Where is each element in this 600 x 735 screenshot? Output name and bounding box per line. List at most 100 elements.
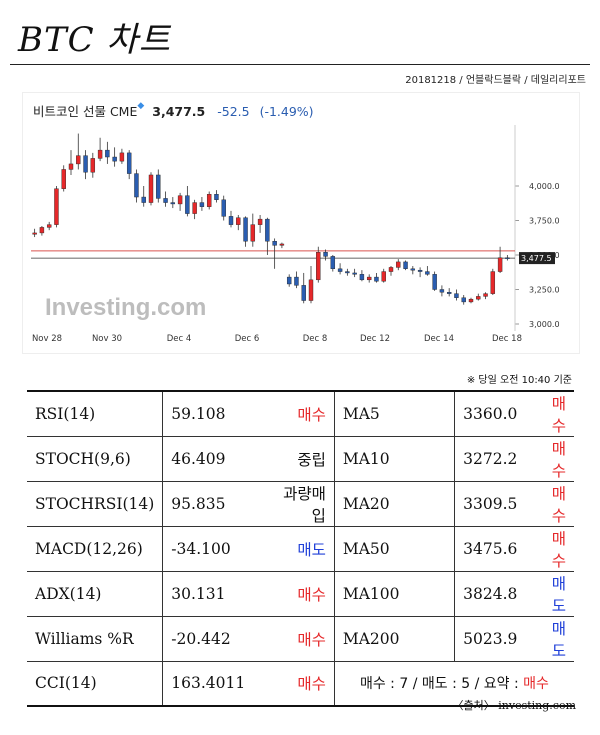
price-change-pct: (-1.49%) bbox=[259, 104, 314, 119]
ma-signal: 매수 bbox=[543, 390, 574, 437]
candle-body bbox=[163, 198, 168, 203]
candle-body bbox=[417, 269, 423, 272]
ma-signal: 매도 bbox=[543, 616, 574, 662]
indicator-value: 95.835 bbox=[162, 481, 264, 527]
indicator-name: STOCHRSI(14) bbox=[27, 481, 164, 527]
candle-body bbox=[432, 274, 437, 290]
indicator-signal: 중립 bbox=[263, 436, 335, 482]
y-tick-label: 3,750.0 bbox=[529, 217, 560, 226]
candle-body bbox=[126, 152, 132, 174]
table-row: STOCH(9,6) 46.409 중립 MA10 3272.2 매수 bbox=[27, 436, 574, 482]
summary-result: 매수 bbox=[523, 676, 549, 693]
candle-body bbox=[446, 292, 452, 294]
candle-body bbox=[490, 271, 496, 294]
indicator-value: 163.4011 bbox=[162, 661, 264, 707]
candle-body bbox=[134, 173, 139, 198]
indicator-value: -34.100 bbox=[162, 526, 264, 572]
candle-body bbox=[257, 218, 263, 225]
indicator-name: MACD(12,26) bbox=[27, 526, 164, 572]
table-row: ADX(14) 30.131 매수 MA100 3824.8 매도 bbox=[27, 571, 574, 617]
candle-body bbox=[461, 297, 466, 303]
candle-body bbox=[177, 195, 183, 205]
candle-body bbox=[185, 195, 190, 214]
summary-counts: 매수 : 7 / 매도 : 5 / 요약 : bbox=[359, 676, 524, 693]
candle-body bbox=[46, 224, 52, 228]
candle-body bbox=[156, 174, 161, 199]
candle-body bbox=[316, 252, 321, 281]
ma-signal: 매수 bbox=[543, 436, 574, 482]
candle-body bbox=[294, 276, 299, 286]
candle-body bbox=[228, 216, 234, 225]
candle-body bbox=[476, 296, 481, 300]
candle-body bbox=[410, 268, 416, 271]
timestamp-note: ※ 당일 오전 10:40 기준 bbox=[466, 375, 572, 386]
candle-body bbox=[366, 276, 372, 281]
ma-name: MA20 bbox=[334, 481, 456, 527]
candle-body bbox=[97, 149, 103, 159]
indicator-signal: 매수 bbox=[263, 571, 335, 617]
source-credit: 〈출처〉 investing.com bbox=[452, 699, 576, 712]
candle-body bbox=[345, 271, 350, 274]
indicator-value: 46.409 bbox=[162, 436, 264, 482]
y-tick-label: 3,000.0 bbox=[529, 320, 560, 329]
indicator-name: Williams %R bbox=[27, 616, 164, 662]
title-divider bbox=[10, 64, 590, 65]
candle-body bbox=[170, 202, 176, 205]
page-title: BTC 차트 bbox=[18, 20, 172, 60]
ma-value: 3272.2 bbox=[454, 436, 544, 482]
candle-body bbox=[483, 293, 488, 297]
indicator-signal: 매도 bbox=[263, 526, 335, 572]
candle-body bbox=[286, 276, 292, 285]
candle-body bbox=[250, 224, 256, 242]
last-price-label: 3,477.5 bbox=[521, 254, 552, 263]
current-price: 3,477.5 bbox=[152, 104, 206, 119]
candle-body bbox=[497, 257, 503, 272]
indicator-name: CCI(14) bbox=[27, 661, 164, 707]
candle-body bbox=[454, 293, 459, 298]
candle-body bbox=[148, 174, 154, 203]
candle-body bbox=[54, 188, 59, 225]
ma-name: MA5 bbox=[334, 390, 456, 437]
candle-body bbox=[468, 298, 474, 303]
ma-signal: 매도 bbox=[543, 571, 574, 617]
candle-body bbox=[243, 217, 248, 242]
candle-body bbox=[374, 276, 379, 282]
indicator-signal: 매수 bbox=[263, 661, 335, 707]
candle-body bbox=[337, 268, 343, 272]
instrument-name: 비트코인 선물 CME bbox=[33, 104, 138, 119]
candle-body bbox=[265, 218, 270, 242]
table-row: STOCHRSI(14) 95.835 과량매입 MA20 3309.5 매수 bbox=[27, 481, 574, 527]
ma-signal: 매수 bbox=[543, 481, 574, 527]
x-tick-label: Dec 8 bbox=[303, 334, 328, 344]
candle-body bbox=[214, 194, 219, 200]
candle-body bbox=[83, 155, 88, 173]
table-row: MACD(12,26) -34.100 매도 MA50 3475.6 매수 bbox=[27, 526, 574, 572]
ma-value: 3360.0 bbox=[454, 390, 544, 437]
watermark-text: Investing.com bbox=[45, 294, 206, 321]
x-tick-label: Dec 18 bbox=[492, 334, 522, 344]
candle-body bbox=[68, 163, 74, 170]
candle-body bbox=[141, 196, 146, 203]
candle-body bbox=[192, 202, 197, 214]
ma-name: MA50 bbox=[334, 526, 456, 572]
indicator-value: 59.108 bbox=[162, 390, 264, 437]
candle-body bbox=[323, 252, 328, 257]
candle-body bbox=[105, 149, 110, 158]
price-chart: 비트코인 선물 CME◆ 3,477.5 -52.5 (-1.49%) Inve… bbox=[22, 92, 580, 354]
candle-body bbox=[39, 227, 45, 234]
ma-signal: 매수 bbox=[543, 526, 574, 572]
candle-body bbox=[221, 199, 226, 217]
candle-body bbox=[396, 261, 401, 268]
table-row: Williams %R -20.442 매수 MA200 5023.9 매도 bbox=[27, 616, 574, 662]
candle-body bbox=[352, 272, 357, 275]
report-meta: 20181218 / 언블락드블락 / 데일리리포트 bbox=[405, 75, 586, 86]
last-price-tag bbox=[519, 252, 555, 265]
candle-body bbox=[61, 169, 66, 189]
x-tick-label: Nov 30 bbox=[92, 334, 122, 344]
candle-body bbox=[32, 232, 37, 235]
indicator-name: RSI(14) bbox=[27, 390, 164, 437]
indicator-table: RSI(14) 59.108 매수 MA5 3360.0 매수 STOCH(9,6) 46.4… bbox=[27, 390, 574, 707]
indicator-name: ADX(14) bbox=[27, 571, 164, 617]
candle-body bbox=[119, 152, 125, 162]
live-indicator-icon: ◆ bbox=[137, 101, 145, 111]
